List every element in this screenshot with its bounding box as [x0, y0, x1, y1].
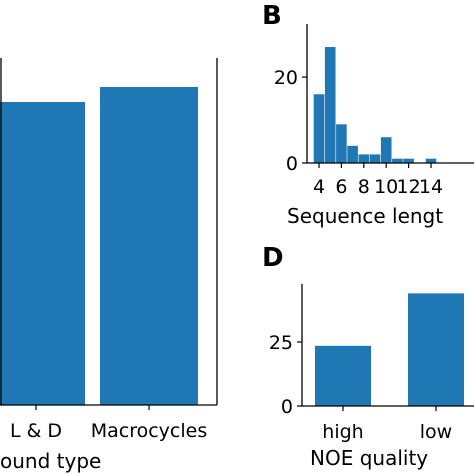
sequence-length-bar-10: [380, 137, 392, 163]
noe-quality-x-ticks: high low: [322, 406, 452, 443]
sequence-length-bar-8: [358, 154, 370, 163]
sequence-length-x-tick-label-5: 14: [419, 176, 443, 198]
sequence-length-y-tick-label-1: 20: [274, 67, 298, 89]
sequence-length-bar-11: [392, 158, 403, 163]
panel-b-letter: B: [262, 1, 282, 31]
compound-type-x-tick-label-1: Macrocycles: [91, 420, 208, 442]
panel-d: D high low 0 25 NOE quality: [262, 243, 474, 470]
compound-type-bars: [0, 87, 198, 405]
sequence-length-bar-9: [369, 154, 381, 163]
sequence-length-x-tick-label-1: 6: [335, 176, 347, 198]
sequence-length-bars: [313, 47, 437, 163]
sequence-length-x-tick-label-3: 10: [374, 176, 398, 198]
compound-type-bar-0: [0, 102, 85, 405]
sequence-length-bar-6: [336, 124, 347, 163]
noe-quality-bars: [315, 293, 464, 406]
noe-quality-bar-low: [408, 293, 464, 406]
sequence-length-x-tick-label-4: 12: [397, 176, 421, 198]
panel-compound-type: L & D Macrocycles ound type: [0, 58, 218, 473]
compound-type-x-label: ound type: [0, 449, 101, 473]
sequence-length-y-tick-label-0: 0: [286, 153, 298, 175]
sequence-length-y-ticks: 0 20: [274, 67, 307, 175]
noe-quality-bar-high: [315, 345, 371, 406]
sequence-length-x-label: Sequence lengt: [287, 204, 443, 228]
sequence-length-bar-7: [347, 145, 358, 163]
compound-type-x-tick-label-0: L & D: [10, 420, 62, 442]
noe-quality-y-ticks: 0 25: [269, 332, 302, 418]
noe-quality-y-tick-label-1: 25: [269, 332, 293, 354]
sequence-length-bar-14: [425, 158, 437, 163]
sequence-length-x-tick-label-0: 4: [313, 176, 325, 198]
compound-type-x-ticks: L & D Macrocycles: [10, 405, 207, 442]
noe-quality-x-tick-label-0: high: [322, 421, 363, 443]
sequence-length-bar-4: [313, 94, 325, 163]
compound-type-bar-1: [100, 87, 198, 405]
noe-quality-x-label: NOE quality: [310, 446, 428, 470]
sequence-length-bar-12: [403, 158, 414, 163]
sequence-length-bar-5: [324, 47, 336, 163]
noe-quality-x-tick-label-1: low: [420, 421, 452, 443]
panel-d-letter: D: [262, 243, 284, 273]
sequence-length-x-tick-label-2: 8: [358, 176, 370, 198]
noe-quality-y-tick-label-0: 0: [281, 396, 293, 418]
